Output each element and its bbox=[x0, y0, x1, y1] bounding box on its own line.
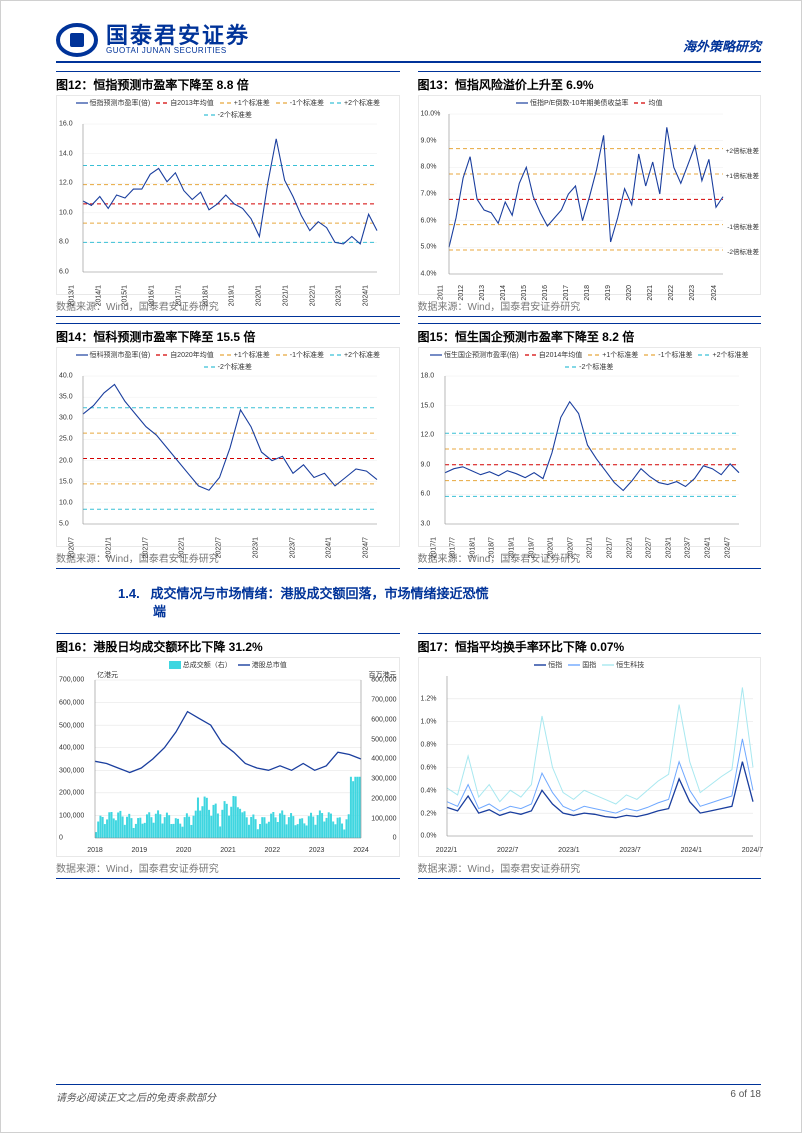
fig15-chart: 恒生国企预测市盈率(倍)自2014年均值+1个标准差-1个标准差+2个标准差-2… bbox=[418, 347, 762, 547]
logo-icon bbox=[56, 23, 98, 57]
header-category: 海外策略研究 bbox=[683, 36, 761, 57]
fig16-chart: 总成交额（右）港股总市值亿港元百万港元0100,000200,000300,00… bbox=[56, 657, 400, 857]
fig13-source: 数据来源：Wind，国泰君安证券研究 bbox=[418, 298, 762, 317]
fig17-source: 数据来源：Wind，国泰君安证券研究 bbox=[418, 860, 762, 879]
page-footer: 请务必阅读正文之后的免责条款部分 6 of 18 bbox=[56, 1084, 761, 1104]
fig14-chart: 恒科预测市盈率(倍)自2020年均值+1个标准差-1个标准差+2个标准差-2个标… bbox=[56, 347, 400, 547]
logo-en: GUOTAI JUNAN SECURITIES bbox=[106, 47, 250, 55]
fig12-title: 图12：恒指预测市盈率下降至 8.8 倍 bbox=[56, 71, 400, 95]
figure-15: 图15：恒生国企预测市盈率下降至 8.2 倍 恒生国企预测市盈率(倍)自2014… bbox=[418, 323, 762, 569]
section-1-4-heading: 1.4. 成交情况与市场情绪：港股成交额回落，市场情绪接近恐慌 端 bbox=[56, 575, 761, 627]
fig17-title: 图17：恒指平均换手率环比下降 0.07% bbox=[418, 633, 762, 657]
figure-16: 图16：港股日均成交额环比下降 31.2% 总成交额（右）港股总市值亿港元百万港… bbox=[56, 633, 400, 879]
footer-disclaimer: 请务必阅读正文之后的免责条款部分 bbox=[56, 1089, 216, 1104]
fig12-chart: 恒指预测市盈率(倍)自2013年均值+1个标准差-1个标准差+2个标准差-2个标… bbox=[56, 95, 400, 295]
section-num: 1.4. bbox=[118, 586, 140, 601]
fig15-title: 图15：恒生国企预测市盈率下降至 8.2 倍 bbox=[418, 323, 762, 347]
fig17-chart: 恒指国指恒生科技0.0%0.2%0.4%0.6%0.8%1.0%1.2%2022… bbox=[418, 657, 762, 857]
fig13-chart: 恒指P/E倒数-10年期美债收益率均值4.0%5.0%6.0%7.0%8.0%9… bbox=[418, 95, 762, 295]
figure-17: 图17：恒指平均换手率环比下降 0.07% 恒指国指恒生科技0.0%0.2%0.… bbox=[418, 633, 762, 879]
fig16-source: 数据来源：Wind，国泰君安证券研究 bbox=[56, 860, 400, 879]
figure-13: 图13：恒指风险溢价上升至 6.9% 恒指P/E倒数-10年期美债收益率均值4.… bbox=[418, 71, 762, 317]
brand-logo: 国泰君安证券 GUOTAI JUNAN SECURITIES bbox=[56, 23, 250, 57]
fig13-title: 图13：恒指风险溢价上升至 6.9% bbox=[418, 71, 762, 95]
section-title: 成交情况与市场情绪：港股成交额回落，市场情绪接近恐慌 bbox=[151, 586, 489, 601]
footer-page: 6 of 18 bbox=[730, 1089, 761, 1104]
logo-cn: 国泰君安证券 bbox=[106, 24, 250, 47]
fig14-title: 图14：恒科预测市盈率下降至 15.5 倍 bbox=[56, 323, 400, 347]
figure-14: 图14：恒科预测市盈率下降至 15.5 倍 恒科预测市盈率(倍)自2020年均值… bbox=[56, 323, 400, 569]
fig16-title: 图16：港股日均成交额环比下降 31.2% bbox=[56, 633, 400, 657]
section-title-tail: 端 bbox=[118, 603, 761, 621]
figure-12: 图12：恒指预测市盈率下降至 8.8 倍 恒指预测市盈率(倍)自2013年均值+… bbox=[56, 71, 400, 317]
